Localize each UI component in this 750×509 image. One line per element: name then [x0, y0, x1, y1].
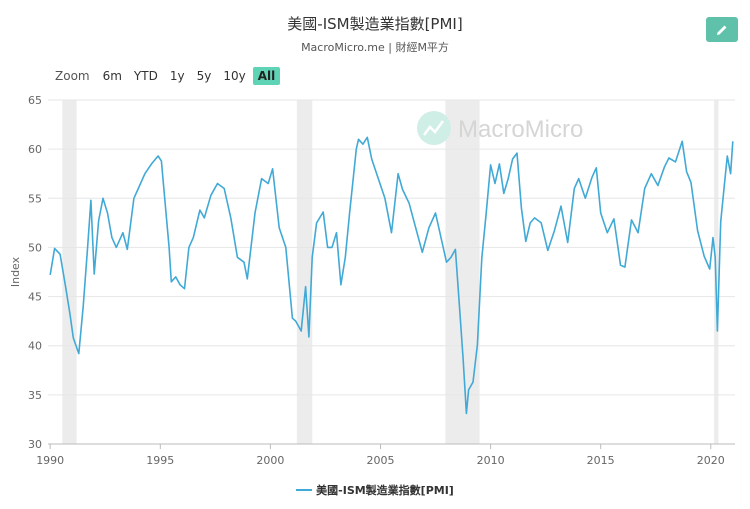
y-tick-label-60: 60 — [28, 143, 42, 156]
zoom-label: Zoom — [55, 69, 90, 83]
x-tick-label-2015: 2015 — [587, 454, 615, 467]
y-tick-label-45: 45 — [28, 291, 42, 304]
y-axis-label: Index — [9, 256, 22, 287]
chart-title: 美國-ISM製造業指數[PMI] — [287, 15, 463, 33]
macromicro-watermark: MacroMicro — [417, 111, 583, 145]
edit-button[interactable] — [706, 17, 738, 42]
zoom-6m-button[interactable]: 6m — [102, 69, 122, 83]
recession-band-2 — [445, 100, 480, 444]
recession-band-1 — [296, 100, 313, 444]
x-tick-label-1995: 1995 — [146, 454, 174, 467]
macromicro-logo-icon — [417, 111, 451, 145]
chart-subtitle: MacroMicro.me | 財經M平方 — [301, 41, 449, 54]
x-tick-label-1990: 1990 — [36, 454, 64, 467]
x-tick-label-2005: 2005 — [366, 454, 394, 467]
y-tick-label-35: 35 — [28, 389, 42, 402]
watermark-text: MacroMicro — [458, 116, 583, 143]
x-tick-label-2020: 2020 — [697, 454, 725, 467]
pencil-icon — [717, 25, 727, 35]
recession-band-0 — [62, 100, 77, 444]
legend-label: 美國-ISM製造業指數[PMI] — [316, 484, 454, 497]
x-tick-label-2010: 2010 — [477, 454, 505, 467]
series-line-pmi — [49, 136, 734, 415]
legend-swatch — [296, 489, 313, 491]
chart-legend[interactable]: 美國-ISM製造業指數[PMI] — [0, 482, 750, 498]
zoom-ytd-button[interactable]: YTD — [133, 69, 158, 83]
zoom-controls: Zoom 6m YTD 1y 5y 10y All — [55, 66, 282, 86]
zoom-1y-button[interactable]: 1y — [169, 69, 185, 83]
y-tick-label-55: 55 — [28, 192, 42, 205]
y-tick-label-65: 65 — [28, 94, 42, 107]
zoom-10y-button[interactable]: 10y — [223, 69, 246, 83]
y-tick-label-30: 30 — [28, 438, 42, 451]
zoom-all-button[interactable]: All — [252, 67, 281, 85]
x-tick-label-2000: 2000 — [256, 454, 284, 467]
zoom-5y-button[interactable]: 5y — [196, 69, 212, 83]
y-tick-label-50: 50 — [28, 241, 42, 254]
y-tick-label-40: 40 — [28, 340, 42, 353]
